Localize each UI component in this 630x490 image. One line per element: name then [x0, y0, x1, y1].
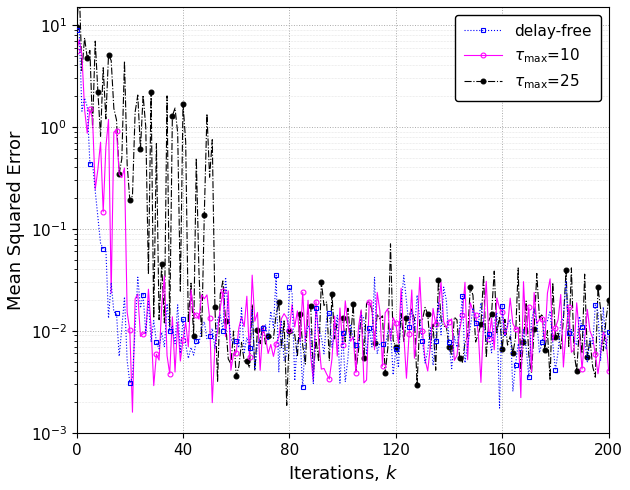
$\tau_{\mathrm{max}}$=10 [565, 304, 573, 310]
delay-free [296, 334, 304, 340]
delay-free [267, 308, 275, 314]
$\tau_{\mathrm{max}}$=25 [302, 361, 309, 367]
$\tau_{\mathrm{max}}$=25 [605, 297, 612, 303]
delay-free [496, 405, 503, 411]
$\tau_{\mathrm{max}}$=10 [302, 339, 309, 344]
Line: delay-free: delay-free [74, 27, 611, 411]
Y-axis label: Mean Squared Error: Mean Squared Error [7, 130, 25, 310]
X-axis label: Iterations, $k$: Iterations, $k$ [287, 463, 398, 483]
delay-free [121, 294, 129, 300]
$\tau_{\mathrm{max}}$=10 [272, 341, 280, 346]
$\tau_{\mathrm{max}}$=25 [78, 68, 86, 74]
$\tau_{\mathrm{max}}$=10 [73, 49, 81, 54]
Legend: delay-free, $\tau_{\mathrm{max}}$=10, $\tau_{\mathrm{max}}$=25: delay-free, $\tau_{\mathrm{max}}$=10, $\… [455, 15, 601, 100]
$\tau_{\mathrm{max}}$=25 [270, 335, 277, 341]
delay-free [563, 278, 570, 284]
$\tau_{\mathrm{max}}$=25 [565, 343, 573, 349]
$\tau_{\mathrm{max}}$=25 [365, 298, 373, 304]
delay-free [76, 29, 83, 35]
delay-free [605, 329, 612, 335]
$\tau_{\mathrm{max}}$=10 [123, 309, 131, 315]
$\tau_{\mathrm{max}}$=25 [123, 161, 131, 167]
Line: $\tau_{\mathrm{max}}$=10: $\tau_{\mathrm{max}}$=10 [74, 37, 611, 415]
$\tau_{\mathrm{max}}$=25 [283, 402, 290, 408]
Line: $\tau_{\mathrm{max}}$=25: $\tau_{\mathrm{max}}$=25 [74, 0, 611, 408]
$\tau_{\mathrm{max}}$=10 [605, 368, 612, 374]
$\tau_{\mathrm{max}}$=10 [365, 299, 373, 305]
delay-free [360, 316, 368, 321]
$\tau_{\mathrm{max}}$=10 [76, 37, 83, 43]
$\tau_{\mathrm{max}}$=25 [73, 24, 81, 30]
$\tau_{\mathrm{max}}$=10 [78, 52, 86, 58]
delay-free [73, 26, 81, 32]
$\tau_{\mathrm{max}}$=10 [129, 409, 136, 415]
